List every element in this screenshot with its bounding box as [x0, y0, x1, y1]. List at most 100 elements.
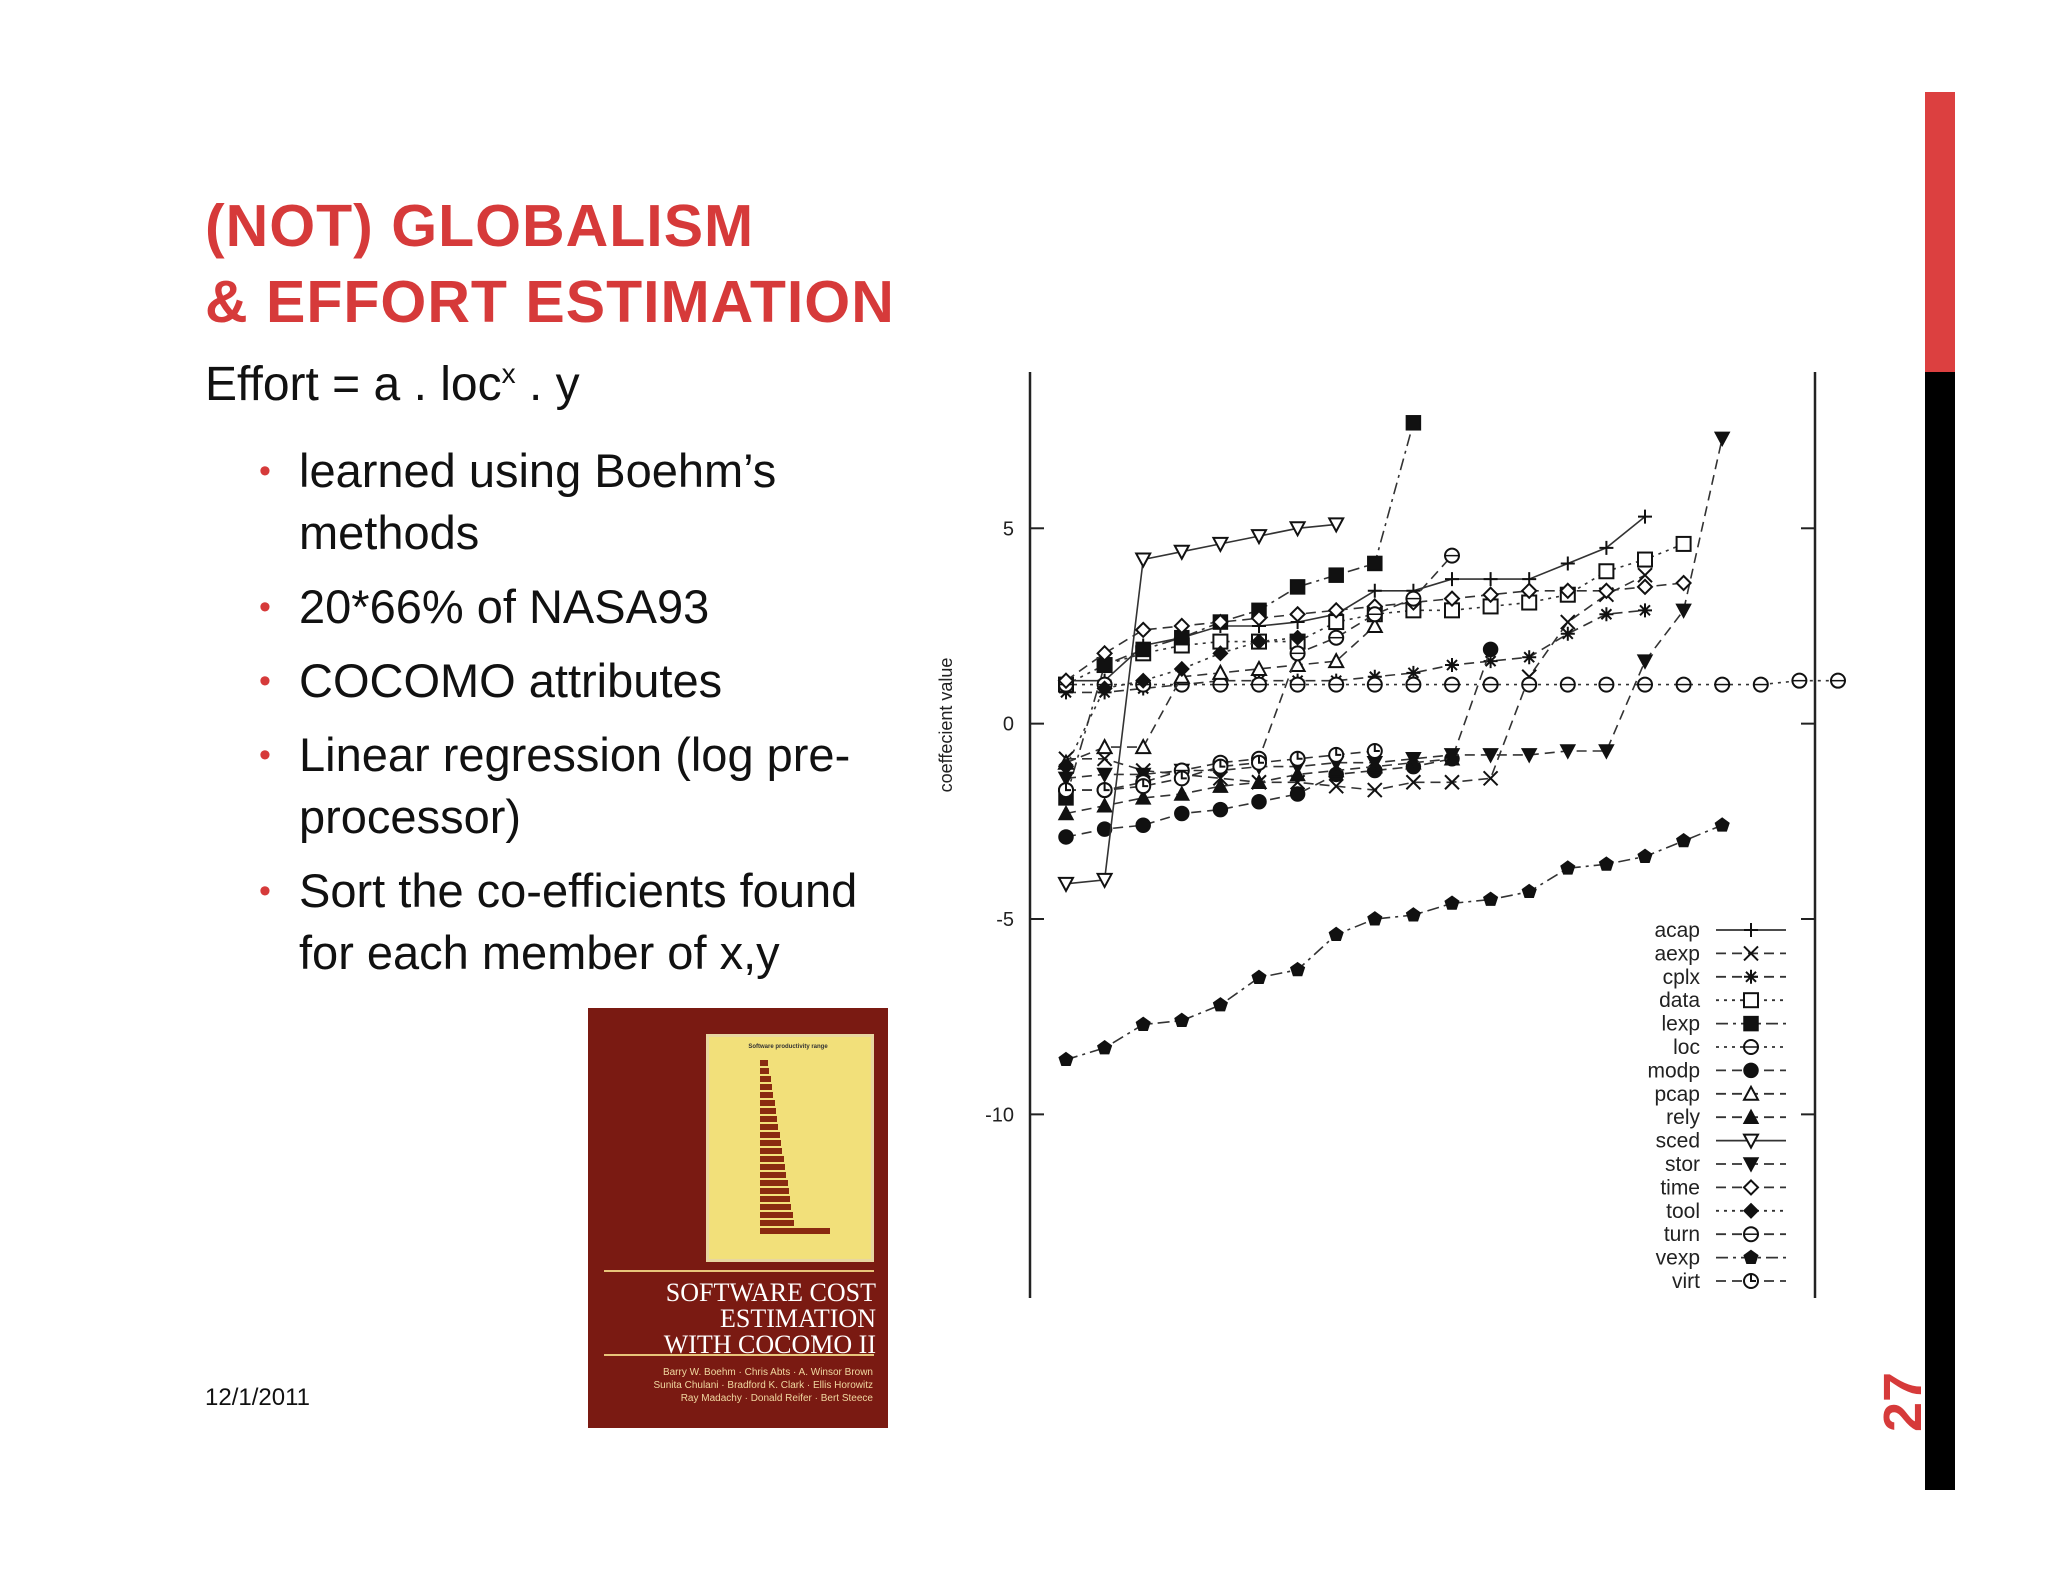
data-point	[1559, 744, 1577, 760]
triangle-down-marker	[1713, 431, 1731, 448]
series-lexp	[1058, 415, 1422, 806]
data-point	[1058, 782, 1074, 799]
pentagon-marker	[1483, 891, 1499, 906]
data-point	[1405, 774, 1422, 790]
data-point	[1482, 586, 1500, 604]
data-point	[1057, 876, 1075, 893]
circle-marker	[1058, 829, 1074, 845]
diamond-marker	[1057, 672, 1075, 690]
plus-marker	[1367, 583, 1382, 598]
data-point	[1405, 676, 1422, 693]
square-marker	[1328, 567, 1344, 583]
data-point	[1444, 774, 1460, 790]
book-authors-line-1: Barry W. Boehm · Chris Abts · A. Winsor …	[662, 1367, 873, 1378]
book-cover-bar	[760, 1084, 772, 1090]
pentagon-marker	[1560, 860, 1576, 875]
plus-marker	[1638, 509, 1652, 524]
data-point	[1250, 773, 1268, 790]
triangle-down-marker	[1559, 744, 1577, 760]
book-rule-bottom	[604, 1354, 874, 1356]
data-point	[1328, 567, 1344, 583]
data-point	[1599, 540, 1614, 555]
y-tick-label: 5	[1003, 518, 1014, 540]
book-cover-image: Software productivity range SOFTWARE COS…	[588, 1008, 888, 1428]
data-point	[1095, 872, 1114, 890]
data-point	[1714, 676, 1731, 693]
bullet-item: • COCOMO attributes	[255, 650, 875, 712]
book-cover-bar	[760, 1180, 788, 1186]
bullet-dot-icon: •	[259, 872, 271, 910]
data-point	[1560, 860, 1576, 875]
triangle-down-marker	[1288, 521, 1307, 538]
data-point	[1520, 582, 1538, 600]
data-point	[1096, 782, 1113, 799]
data-point	[1328, 778, 1344, 794]
diamond-marker	[1134, 621, 1152, 639]
diamond-marker	[1173, 617, 1191, 635]
data-point	[1367, 782, 1383, 798]
y-axis-label: coeffecient value	[936, 658, 956, 793]
data-point	[1173, 785, 1191, 801]
data-point	[1443, 590, 1461, 608]
asterisk-marker	[1445, 658, 1459, 673]
data-point	[1830, 672, 1846, 689]
asterisk-marker	[1483, 654, 1498, 669]
data-point	[1095, 737, 1114, 755]
data-point	[1742, 1157, 1760, 1173]
diamond-marker	[1443, 590, 1461, 608]
book-cover-bar	[760, 1100, 775, 1106]
series-loc	[1058, 672, 1846, 693]
y-tick-label: -5	[996, 909, 1014, 931]
book-title-line-3: WITH COCOMO II	[663, 1330, 876, 1359]
x-marker	[1637, 567, 1653, 583]
diamond-marker	[1482, 586, 1500, 604]
legend-label: virt	[1672, 1270, 1700, 1293]
data-point	[1288, 521, 1307, 538]
data-point	[1212, 801, 1229, 818]
circle-marker	[1743, 1062, 1759, 1079]
data-point	[1096, 821, 1113, 837]
effort-formula: Effort = a . locx . y	[205, 355, 580, 415]
data-point	[1406, 665, 1421, 680]
data-point	[1211, 663, 1230, 680]
bullet-text: COCOMO attributes	[299, 654, 723, 707]
data-point	[1173, 617, 1191, 635]
book-cover-bar	[760, 1116, 778, 1122]
data-point	[1598, 856, 1614, 871]
series-sced	[1057, 517, 1345, 893]
book-cover-bar	[760, 1060, 768, 1066]
x-marker	[1328, 778, 1344, 794]
pentagon-marker	[1097, 1039, 1113, 1055]
book-cover-bar	[760, 1196, 791, 1202]
square-marker	[1405, 415, 1422, 431]
data-point	[1212, 758, 1229, 775]
series-vexp	[1058, 817, 1730, 1067]
data-point	[1250, 529, 1268, 546]
asterisk-marker	[1599, 607, 1614, 622]
data-point	[1444, 547, 1460, 564]
data-point	[1328, 629, 1345, 646]
data-point	[1637, 676, 1653, 693]
asterisk-marker	[1744, 969, 1758, 984]
data-point	[1744, 923, 1758, 937]
data-point	[1096, 680, 1113, 697]
data-point	[1212, 997, 1228, 1012]
plus-marker	[1744, 923, 1758, 937]
bullet-item: • learned using Boehm’s methods	[255, 440, 875, 564]
book-cover-bar	[760, 1220, 794, 1226]
data-point	[1559, 582, 1577, 600]
title-line-2: & EFFORT ESTIMATION	[205, 269, 895, 335]
data-point	[1096, 644, 1114, 662]
data-point	[1744, 969, 1758, 984]
data-point	[1405, 907, 1421, 922]
legend-label: acap	[1654, 919, 1700, 942]
clock-hands	[1296, 751, 1303, 760]
bullet-dot-icon: •	[259, 662, 271, 700]
book-cover-bar	[760, 1148, 783, 1154]
book-cover-bar	[760, 1124, 779, 1130]
pentagon-marker	[1714, 817, 1730, 832]
triangle-marker	[1250, 773, 1268, 790]
triangle-marker	[1095, 737, 1114, 755]
data-point	[1445, 572, 1459, 587]
data-point	[1637, 551, 1653, 568]
